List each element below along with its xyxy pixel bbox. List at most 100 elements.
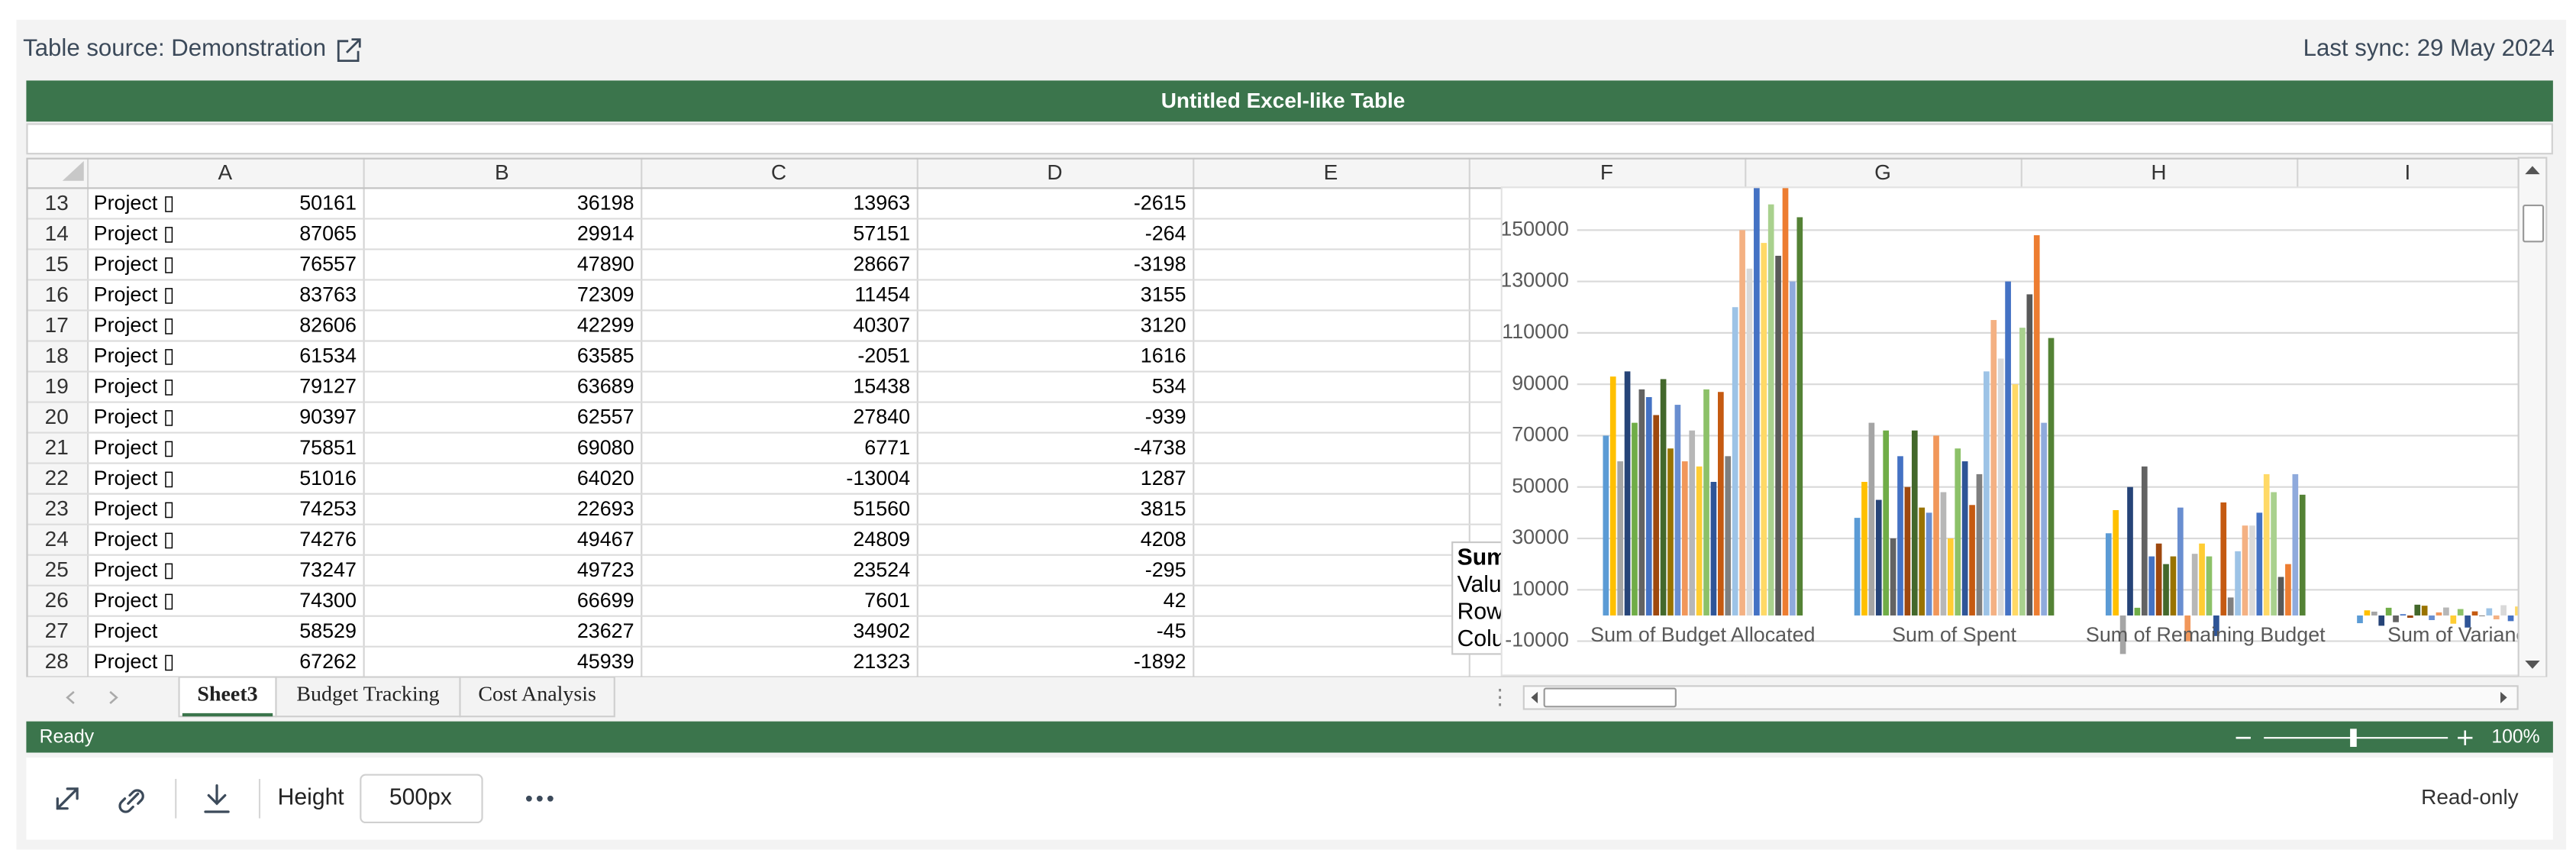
cell-number[interactable]: 3120 (1141, 314, 1186, 337)
row-header[interactable]: 20 (45, 405, 69, 428)
cell-number[interactable]: 49467 (577, 528, 634, 551)
cell-number[interactable]: 90397 (299, 406, 357, 428)
row-header[interactable]: 26 (45, 588, 69, 612)
cell-text[interactable]: Project ▯ (94, 436, 175, 459)
cell-number[interactable]: -4738 (1134, 436, 1186, 459)
cell-text[interactable]: Project ▯ (94, 497, 175, 520)
column-header[interactable]: A (218, 160, 232, 184)
h-scroll-thumb[interactable] (1545, 689, 1676, 707)
cell-number[interactable]: 47890 (577, 253, 634, 276)
column-header[interactable]: F (1600, 160, 1613, 184)
cell-number[interactable]: 61534 (299, 344, 357, 367)
cell-number[interactable]: 23627 (577, 619, 634, 642)
cell-number[interactable]: 36198 (577, 192, 634, 215)
cell-text[interactable]: Project ▯ (94, 192, 175, 215)
cell-number[interactable]: 23524 (853, 558, 910, 581)
row-header[interactable]: 17 (45, 313, 69, 337)
cell-text[interactable]: Project ▯ (94, 253, 175, 276)
tab-label[interactable]: Sheet3 (197, 683, 257, 706)
cell-number[interactable]: 75851 (299, 436, 357, 459)
cell-number[interactable]: 15438 (853, 375, 910, 398)
cell-number[interactable]: 76557 (299, 253, 357, 276)
cell-number[interactable]: 63689 (577, 375, 634, 398)
row-header[interactable]: 14 (45, 221, 69, 245)
cell-text[interactable]: Project ▯ (94, 375, 175, 398)
cell-number[interactable]: -1892 (1134, 650, 1186, 673)
row-header[interactable]: 13 (45, 191, 69, 215)
column-header[interactable]: C (771, 160, 786, 184)
row-header[interactable]: 22 (45, 466, 69, 490)
row-header[interactable]: 27 (45, 619, 69, 642)
column-header[interactable]: G (1874, 160, 1891, 184)
cell-number[interactable]: -3198 (1134, 253, 1186, 276)
cell-number[interactable]: 50161 (299, 192, 357, 215)
cell-number[interactable]: 49723 (577, 558, 634, 581)
cell-number[interactable]: -2615 (1134, 192, 1186, 215)
cell-number[interactable]: 51560 (853, 497, 910, 520)
cell-number[interactable]: 22693 (577, 497, 634, 520)
cell-number[interactable]: 534 (1152, 375, 1186, 398)
column-header[interactable]: D (1047, 160, 1062, 184)
cell-number[interactable]: 1287 (1141, 467, 1186, 490)
cell-number[interactable]: 34902 (853, 619, 910, 642)
row-header[interactable]: 21 (45, 435, 69, 459)
row-header[interactable]: 16 (45, 283, 69, 306)
cell-number[interactable]: 11454 (854, 283, 910, 306)
cell-number[interactable]: 29914 (577, 222, 634, 245)
scroll-thumb[interactable] (2523, 205, 2543, 241)
row-header[interactable]: 19 (45, 374, 69, 398)
cell-number[interactable]: 1616 (1141, 344, 1186, 367)
cell-number[interactable]: 79127 (299, 375, 357, 398)
column-header[interactable]: I (2405, 160, 2411, 184)
cell-number[interactable]: 4208 (1141, 528, 1186, 551)
row-header[interactable]: 25 (45, 557, 69, 581)
cell-text[interactable]: Project (94, 619, 158, 642)
cell-number[interactable]: 3815 (1141, 497, 1186, 520)
cell-number[interactable]: -13004 (846, 467, 910, 490)
cell-number[interactable]: 6771 (864, 436, 910, 459)
cell-text[interactable]: Project ▯ (94, 314, 175, 337)
cell-number[interactable]: 40307 (853, 314, 910, 337)
cell-number[interactable]: 24809 (853, 528, 910, 551)
cell-number[interactable]: 51016 (299, 467, 357, 490)
cell-number[interactable]: 74276 (299, 528, 357, 551)
cell-number[interactable]: 83763 (299, 283, 357, 306)
cell-number[interactable]: 42 (1164, 589, 1186, 612)
cell-number[interactable]: 74253 (299, 497, 357, 520)
cell-text[interactable]: Project ▯ (94, 467, 175, 490)
tab-label[interactable]: Cost Analysis (478, 683, 596, 706)
splitter[interactable]: ⋮ (1490, 685, 1511, 709)
cell-number[interactable]: 13963 (853, 192, 910, 215)
height-value[interactable]: 500px (389, 785, 452, 810)
cell-text[interactable]: Project ▯ (94, 650, 175, 673)
tab-label[interactable]: Budget Tracking (296, 683, 439, 706)
cell-text[interactable]: Project ▯ (94, 406, 175, 428)
column-header[interactable]: H (2151, 160, 2166, 184)
cell-number[interactable]: 42299 (577, 314, 634, 337)
cell-number[interactable]: 67262 (299, 650, 357, 673)
more-menu[interactable] (526, 796, 554, 802)
cell-number[interactable]: 64020 (577, 467, 634, 490)
cell-number[interactable]: 45939 (577, 650, 634, 673)
cell-number[interactable]: 3155 (1141, 283, 1186, 306)
cell-number[interactable]: -295 (1145, 558, 1186, 581)
row-header[interactable]: 23 (45, 496, 69, 520)
cell-number[interactable]: 7601 (864, 589, 910, 612)
cell-number[interactable]: 57151 (853, 222, 910, 245)
column-header[interactable]: B (495, 160, 509, 184)
cell-number[interactable]: 87065 (299, 222, 357, 245)
cell-number[interactable]: 69080 (577, 436, 634, 459)
cell-number[interactable]: 27840 (853, 406, 910, 428)
cell-text[interactable]: Project ▯ (94, 558, 175, 581)
cell-text[interactable]: Project ▯ (94, 589, 175, 612)
cell-number[interactable]: 74300 (299, 589, 357, 612)
cell-number[interactable]: 58529 (299, 619, 357, 642)
cell-number[interactable]: 63585 (577, 344, 634, 367)
cell-number[interactable]: 73247 (299, 558, 357, 581)
row-header[interactable]: 28 (45, 649, 69, 673)
cell-number[interactable]: 62557 (577, 406, 634, 428)
cell-text[interactable]: Project ▯ (94, 344, 175, 367)
cell-number[interactable]: 72309 (577, 283, 634, 306)
cell-number[interactable]: 28667 (853, 253, 910, 276)
cell-text[interactable]: Project ▯ (94, 528, 175, 551)
